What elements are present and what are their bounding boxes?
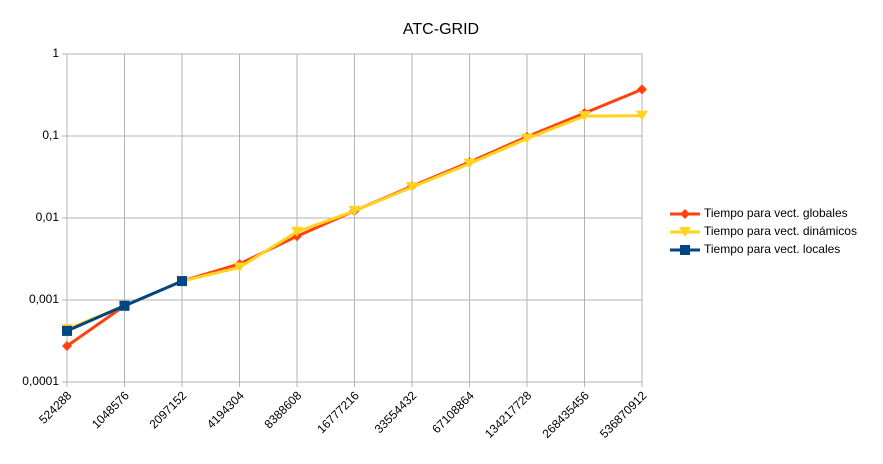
x-tick-label: 268435456 <box>539 388 592 441</box>
data-point <box>177 276 187 287</box>
legend-label: Tiempo para vect. globales <box>704 206 848 220</box>
y-tick-label: 0,01 <box>36 210 60 224</box>
data-point <box>62 325 72 336</box>
data-point <box>291 226 303 237</box>
y-tick-label: 0,1 <box>42 128 59 142</box>
legend-label: Tiempo para vect. locales <box>704 242 840 256</box>
x-tick-label: 33554432 <box>372 388 420 436</box>
x-tick-label: 4194304 <box>204 388 247 431</box>
data-point <box>578 111 591 122</box>
y-tick-label: 0,001 <box>29 292 59 306</box>
data-point <box>463 158 476 169</box>
x-tick-label: 67108864 <box>429 388 477 436</box>
data-point <box>521 133 533 144</box>
y-tick-label: 1 <box>52 46 59 60</box>
data-point <box>636 110 648 121</box>
data-point <box>119 300 130 311</box>
data-point <box>406 182 418 193</box>
y-tick-label: 0,0001 <box>22 374 59 388</box>
x-tick-label: 1048576 <box>89 388 132 431</box>
x-tick-label: 536870912 <box>597 388 650 441</box>
data-point <box>62 340 72 351</box>
x-tick-label: 8388608 <box>261 388 304 431</box>
legend-marker <box>680 209 690 219</box>
data-point <box>348 205 361 216</box>
x-tick-label: 524288 <box>36 388 74 426</box>
data-point <box>637 84 647 95</box>
x-tick-label: 134217728 <box>482 388 535 441</box>
chart-title: ATC-GRID <box>403 21 479 38</box>
x-tick-label: 16777216 <box>314 388 362 436</box>
legend-marker <box>679 227 691 237</box>
legend-label: Tiempo para vect. dinámicos <box>704 224 857 238</box>
legend-marker <box>680 245 690 255</box>
data-point <box>233 262 246 273</box>
x-tick-label: 2097152 <box>146 388 189 431</box>
